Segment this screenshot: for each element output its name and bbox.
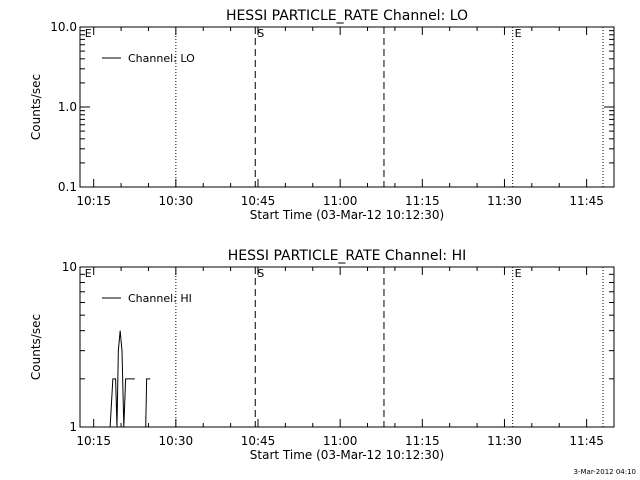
marker-label: E: [85, 27, 92, 40]
y-tick-label: 10.0: [50, 20, 77, 34]
marker-label: E: [515, 267, 522, 280]
x-tick-label: 11:00: [323, 194, 358, 208]
x-axis-label: Start Time (03-Mar-12 10:12:30): [250, 448, 444, 462]
legend-label: Channel: HI: [128, 292, 192, 305]
x-tick-label: 10:45: [241, 434, 276, 448]
series-line: [109, 330, 135, 428]
series-line: [145, 378, 151, 428]
x-tick-label: 10:15: [76, 434, 111, 448]
marker-label: E: [85, 267, 92, 280]
y-tick-label: 0.1: [58, 180, 77, 194]
x-tick-label: 11:45: [569, 194, 604, 208]
x-tick-label: 11:30: [487, 194, 522, 208]
chart-title: HESSI PARTICLE_RATE Channel: LO: [226, 8, 468, 24]
marker-label: S: [257, 27, 264, 40]
x-tick-label: 11:15: [405, 434, 440, 448]
y-axis-label: Counts/sec: [29, 74, 43, 140]
plot-frame: [79, 266, 615, 428]
footer-timestamp: 3-Mar-2012 04:10: [574, 468, 636, 476]
plot-frame: [79, 26, 615, 188]
y-tick-label: 10: [62, 260, 77, 274]
x-tick-label: 11:30: [487, 434, 522, 448]
chart-title: HESSI PARTICLE_RATE Channel: HI: [228, 248, 466, 264]
y-tick-label: 1.0: [58, 100, 77, 114]
y-axis-label: Counts/sec: [29, 314, 43, 380]
x-tick-label: 11:15: [405, 194, 440, 208]
x-tick-label: 11:00: [323, 434, 358, 448]
x-tick-label: 10:30: [159, 194, 194, 208]
y-tick-label: 1: [69, 420, 77, 434]
x-axis-label: Start Time (03-Mar-12 10:12:30): [250, 208, 444, 222]
hi-channel-panel: HESSI PARTICLE_RATE Channel: HI Start Tim…: [29, 248, 615, 462]
marker-label: S: [257, 267, 264, 280]
marker-label: E: [515, 27, 522, 40]
x-tick-label: 10:30: [159, 434, 194, 448]
lo-channel-panel: HESSI PARTICLE_RATE Channel: LO Start Tim…: [29, 8, 615, 222]
legend-label: Channel: LO: [128, 52, 195, 65]
x-tick-label: 10:45: [241, 194, 276, 208]
x-tick-label: 11:45: [569, 434, 604, 448]
x-tick-label: 10:15: [76, 194, 111, 208]
